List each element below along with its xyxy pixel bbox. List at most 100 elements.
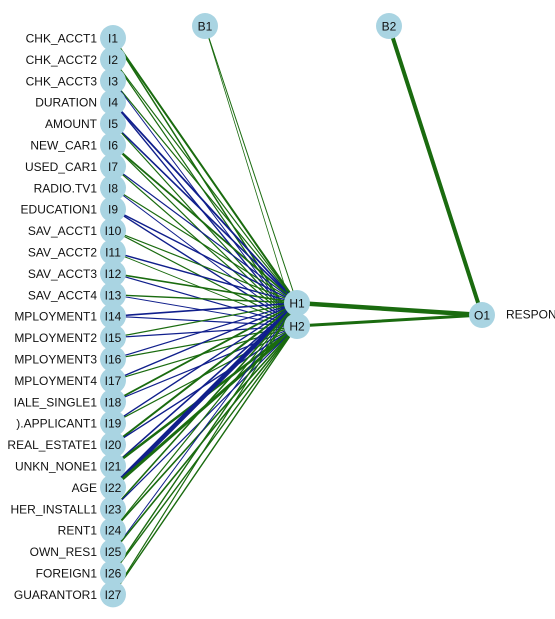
- input-label-i13: SAV_ACCT4: [28, 288, 97, 302]
- node-label-i27: I27: [105, 588, 122, 602]
- node-label-b2: B2: [382, 20, 397, 34]
- input-label-i18: IALE_SINGLE1: [14, 395, 98, 409]
- node-label-b1: B1: [198, 20, 213, 34]
- output-label: RESPON: [506, 308, 555, 322]
- input-label-i20: REAL_ESTATE1: [7, 438, 97, 452]
- input-label-i12: SAV_ACCT3: [28, 267, 97, 281]
- weight-line-i9-h2: [112, 208, 298, 327]
- node-b1: [192, 13, 218, 39]
- input-label-i25: OWN_RES1: [30, 545, 98, 559]
- weight-line-i6-h1: [112, 144, 298, 304]
- node-label-i12: I12: [105, 267, 122, 281]
- node-label-i16: I16: [105, 353, 122, 367]
- node-i19: [100, 410, 126, 437]
- node-label-i17: I17: [105, 374, 122, 388]
- node-label-i18: I18: [105, 395, 122, 409]
- node-label-i21: I21: [105, 460, 122, 474]
- weight-line-b1-h1: [204, 25, 298, 304]
- weight-line-h2-o1: [295, 313, 484, 328]
- node-i3: [100, 67, 126, 94]
- input-label-i4: DURATION: [35, 96, 97, 110]
- weight-line-i3-h1: [112, 80, 298, 304]
- node-label-i4: I4: [108, 96, 118, 110]
- weight-line-i7-h1: [112, 165, 298, 304]
- input-label-i9: EDUCATION1: [21, 203, 98, 217]
- input-label-i23: HER_INSTALL1: [11, 502, 98, 516]
- node-label-h1: H1: [289, 297, 305, 311]
- input-label-i10: SAV_ACCT1: [28, 224, 97, 238]
- weight-line-i26-h1: [112, 302, 298, 574]
- input-label-i19: ).APPLICANT1: [16, 417, 97, 431]
- node-label-o1: O1: [474, 309, 490, 323]
- weight-line-i22-h1: [110, 300, 300, 490]
- node-label-i22: I22: [105, 481, 122, 495]
- weight-line-b1-h2: [204, 25, 298, 327]
- input-label-i5: AMOUNT: [45, 117, 98, 131]
- input-label-i17: MPLOYMENT4: [14, 374, 97, 388]
- input-label-i16: MPLOYMENT3: [14, 353, 97, 367]
- node-label-i6: I6: [108, 139, 118, 153]
- weight-line-h1-o1: [294, 300, 485, 318]
- network-nodes: I1 I2 I3 I4 I5 I6 I7 I8 I9 I10 I11 I12 I13 I14 I15 I16 I…: [100, 13, 495, 608]
- node-label-i8: I8: [108, 181, 118, 195]
- weight-line-i7-h2: [112, 165, 298, 327]
- weight-line-i27-h1: [112, 302, 298, 596]
- node-i24: [100, 517, 126, 544]
- node-label-i9: I9: [108, 203, 118, 217]
- weight-line-i15-h2: [112, 325, 298, 339]
- node-i21: [100, 453, 126, 479]
- weight-line-i24-h1: [112, 302, 298, 531]
- weight-line-b2-o1: [387, 24, 484, 317]
- node-label-i23: I23: [105, 502, 122, 516]
- node-b2: [376, 13, 402, 39]
- input-label-i24: RENT1: [58, 524, 98, 538]
- node-label-i15: I15: [105, 331, 122, 345]
- input-label-i15: MPLOYMENT2: [14, 331, 97, 345]
- weight-line-i12-h2: [112, 272, 298, 327]
- node-h1: [284, 290, 310, 316]
- weight-line-i11-h1: [112, 251, 298, 304]
- input-variable-labels: CHK_ACCT1 CHK_ACCT2 CHK_ACCT3 DURATION AMOUN…: [7, 32, 555, 602]
- node-label-i3: I3: [108, 74, 118, 88]
- node-i15: [100, 324, 126, 351]
- weight-line-i16-h1: [112, 302, 298, 360]
- input-label-i26: FOREIGN1: [36, 567, 98, 581]
- node-i25: [100, 538, 126, 565]
- node-i23: [100, 495, 126, 522]
- node-label-i25: I25: [105, 545, 122, 559]
- weight-line-i8-h2: [112, 187, 298, 327]
- node-i7: [100, 153, 126, 180]
- weight-line-i19-h1: [112, 302, 298, 424]
- weight-line-i20-h1: [112, 302, 298, 446]
- input-label-i7: USED_CAR1: [25, 160, 97, 174]
- weight-line-i10-h2: [112, 230, 298, 327]
- node-o1: [469, 302, 495, 328]
- weight-line-i9-h1: [112, 208, 298, 304]
- node-i22: [100, 474, 126, 501]
- node-label-i1: I1: [108, 32, 118, 46]
- weight-line-i27-h2: [112, 325, 298, 596]
- input-label-i14: MPLOYMENT1: [14, 310, 97, 324]
- node-i10: [100, 217, 126, 244]
- input-label-i11: SAV_ACCT2: [28, 246, 97, 260]
- node-i8: [100, 174, 126, 201]
- node-i6: [100, 132, 126, 158]
- connection-lines: [110, 24, 485, 596]
- weight-line-i21-h1: [112, 302, 298, 467]
- node-i26: [100, 560, 126, 586]
- weight-line-i25-h1: [112, 302, 298, 553]
- input-label-i3: CHK_ACCT3: [26, 74, 98, 88]
- node-label-i14: I14: [105, 310, 122, 324]
- weight-line-i4-h1: [112, 101, 298, 304]
- node-label-i11: I11: [105, 246, 121, 260]
- weight-line-i14-h1: [112, 302, 298, 318]
- node-i5: [100, 110, 126, 137]
- weight-line-i10-h1: [112, 230, 298, 304]
- input-label-i27: GUARANTOR1: [14, 588, 97, 602]
- input-label-i8: RADIO.TV1: [34, 181, 98, 195]
- weight-line-i2-h1: [112, 58, 298, 304]
- node-i14: [100, 303, 126, 330]
- node-i27: [100, 581, 126, 608]
- node-label-i2: I2: [108, 53, 118, 67]
- node-label-i7: I7: [108, 160, 118, 174]
